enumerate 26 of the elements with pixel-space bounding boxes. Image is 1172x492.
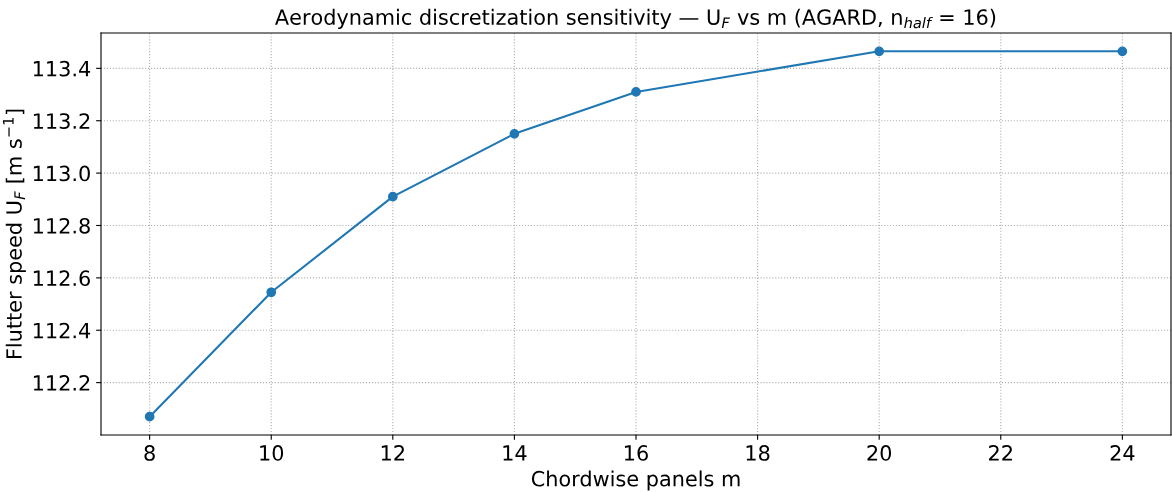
x-tick-label: 20 — [867, 445, 892, 461]
point — [874, 46, 885, 57]
x-tick-label: 24 — [1110, 445, 1135, 461]
point — [387, 191, 398, 202]
y-tick-label: 113.0 — [33, 165, 90, 182]
y-tick-label: 113.2 — [33, 113, 90, 129]
x-tick-label: 12 — [381, 445, 404, 461]
point — [266, 287, 277, 298]
y-axis-title: Flutter speed U$_{F}$ [m s$^{−1}$] — [2, 109, 26, 359]
y-tick-label: 113.4 — [33, 60, 91, 77]
point — [631, 87, 641, 97]
y-tick-label: 112.6 — [33, 270, 90, 287]
x-tick-label: 18 — [746, 445, 770, 461]
x-tick-label: 14 — [503, 445, 527, 461]
x-tick-label: 8 — [144, 445, 155, 461]
y-tick-label: 112.4 — [33, 322, 91, 339]
y-tick-label: 112.2 — [33, 375, 90, 391]
x-tick-label: 10 — [260, 445, 284, 461]
point — [144, 411, 155, 422]
y-tick-label: 112.8 — [33, 217, 90, 234]
point — [509, 128, 520, 139]
point — [1117, 46, 1128, 57]
x-tick-label: 22 — [989, 445, 1012, 461]
chart-title: Aerodynamic discretization sensitivity — U$_{F}$ vs m (AGARD, n$_{half}$ = 16) — [275, 8, 996, 29]
x-tick-label: 16 — [625, 445, 648, 461]
x-axis-title: Chordwise panels m — [531, 470, 740, 491]
